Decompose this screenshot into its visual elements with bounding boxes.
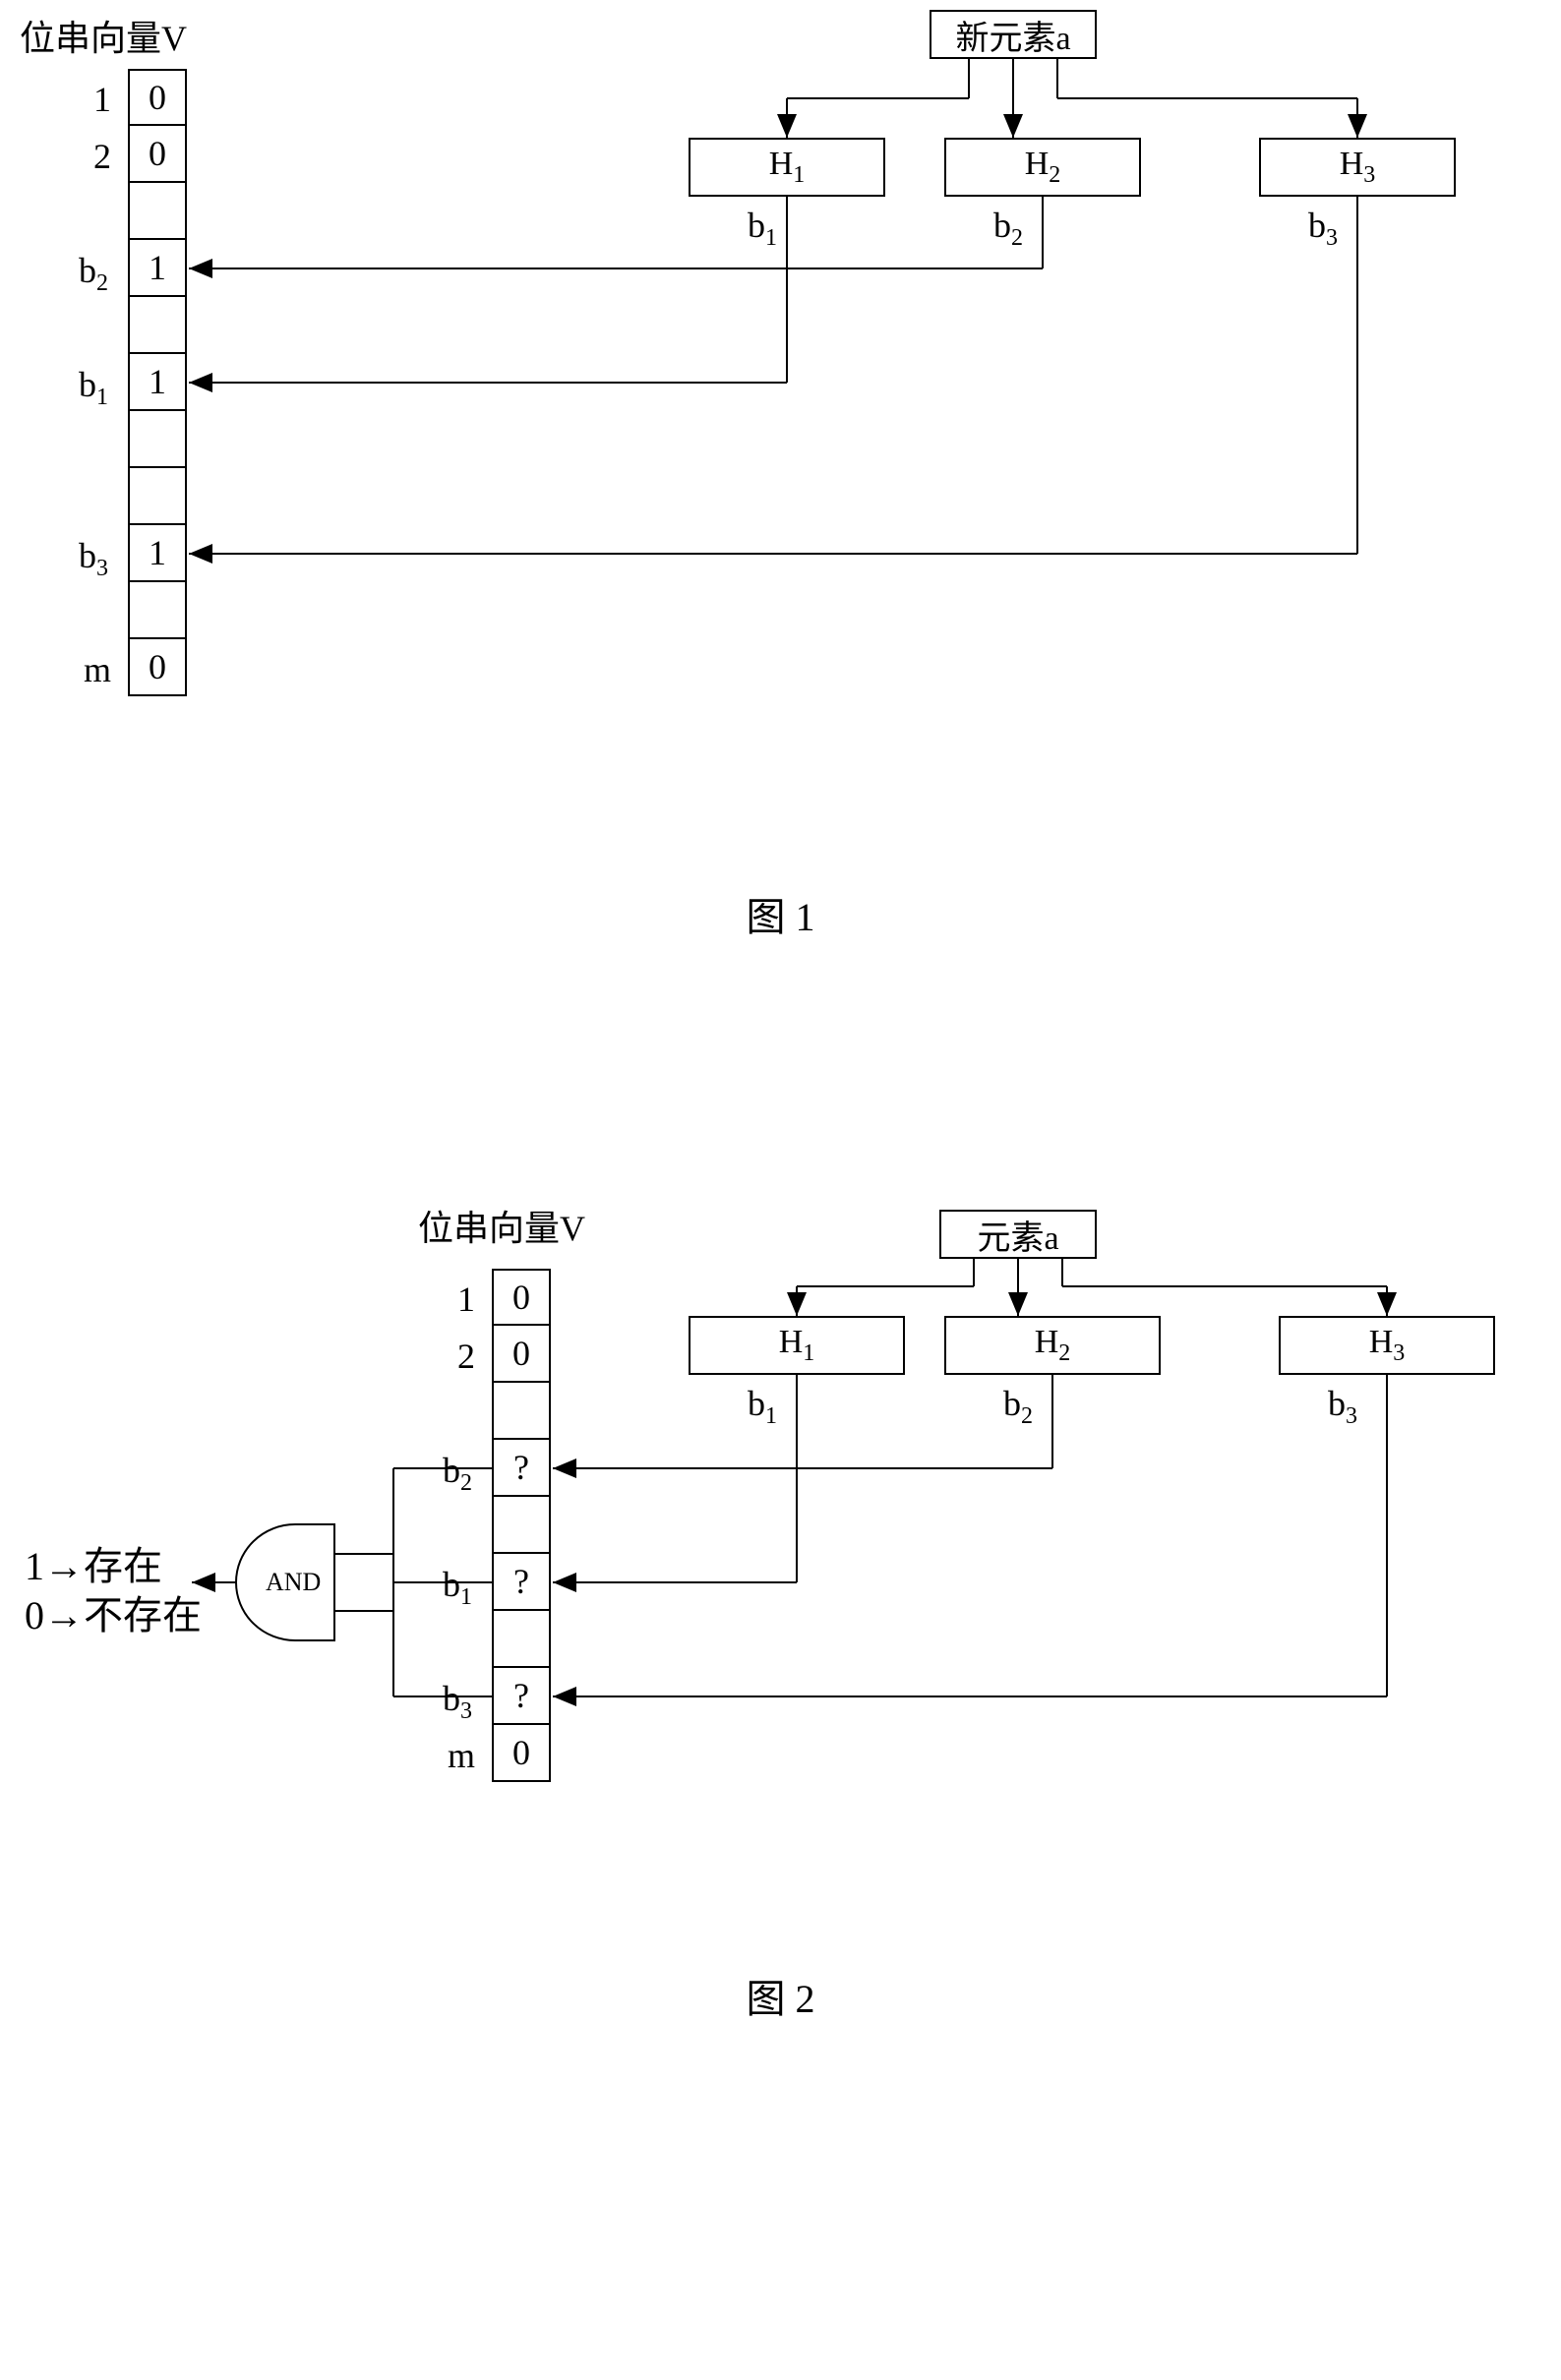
fig2-cell-0: 0 — [492, 1269, 551, 1326]
figure-1: 位串向量V 新元素a H1 H2 H3 b1 b2 b3 0 0 1 1 1 0… — [0, 0, 1561, 1062]
fig2-h1-label: H1 — [779, 1324, 815, 1367]
fig1-cell-8: 1 — [128, 525, 187, 582]
fig2-b3-out: b3 — [1328, 1383, 1357, 1430]
fig1-cell-1: 0 — [128, 126, 187, 183]
fig1-bit-vector: 0 0 1 1 1 0 — [128, 69, 187, 696]
fig2-rowlabel-b3: b3 — [443, 1678, 472, 1725]
fig1-h3-label: H3 — [1340, 146, 1376, 189]
fig2-caption: 图 2 — [0, 1967, 1561, 2024]
fig2-rowlabel-2: 2 — [457, 1336, 475, 1377]
fig2-cell-8: 0 — [492, 1725, 551, 1782]
fig2-h2-box: H2 — [944, 1316, 1161, 1375]
fig1-rowlabel-b1: b1 — [79, 364, 108, 411]
fig1-h1-box: H1 — [689, 138, 885, 197]
fig1-cell-5: 1 — [128, 354, 187, 411]
fig2-title: 位串向量V — [418, 1200, 585, 1251]
fig1-element-box: 新元素a — [930, 10, 1097, 59]
fig2-cell-2 — [492, 1383, 551, 1440]
fig1-rowlabel-m: m — [84, 649, 111, 690]
fig2-rowlabel-1: 1 — [457, 1279, 475, 1320]
fig1-cell-7 — [128, 468, 187, 525]
fig1-b3-out: b3 — [1308, 205, 1338, 252]
fig2-rowlabel-b1: b1 — [443, 1564, 472, 1611]
fig2-h2-label: H2 — [1035, 1324, 1071, 1367]
fig2-cell-3: ? — [492, 1440, 551, 1497]
fig1-cell-10: 0 — [128, 639, 187, 696]
fig1-cell-3: 1 — [128, 240, 187, 297]
fig1-cell-9 — [128, 582, 187, 639]
fig2-rowlabel-m: m — [448, 1735, 475, 1776]
fig2-h3-label: H3 — [1369, 1324, 1406, 1367]
fig1-rowlabel-b3: b3 — [79, 535, 108, 582]
fig1-b2-out: b2 — [993, 205, 1023, 252]
fig2-cell-1: 0 — [492, 1326, 551, 1383]
fig1-h2-label: H2 — [1025, 146, 1061, 189]
fig2-and-label: AND — [266, 1568, 321, 1597]
fig1-cell-2 — [128, 183, 187, 240]
fig1-rowlabel-2: 2 — [93, 136, 111, 177]
fig1-rowlabel-1: 1 — [93, 79, 111, 120]
fig2-element-label: 元素a — [977, 1211, 1058, 1259]
fig2-rowlabel-b2: b2 — [443, 1450, 472, 1497]
fig2-b2-out: b2 — [1003, 1383, 1033, 1430]
fig1-cell-4 — [128, 297, 187, 354]
fig1-h2-box: H2 — [944, 138, 1141, 197]
fig1-h1-label: H1 — [769, 146, 806, 189]
fig1-cell-6 — [128, 411, 187, 468]
fig1-rowlabel-b2: b2 — [79, 250, 108, 297]
fig1-caption: 图 1 — [0, 885, 1561, 942]
fig2-h1-box: H1 — [689, 1316, 905, 1375]
fig1-element-label: 新元素a — [955, 11, 1070, 59]
fig2-b1-out: b1 — [748, 1383, 777, 1430]
fig1-h3-box: H3 — [1259, 138, 1456, 197]
fig2-cell-5: ? — [492, 1554, 551, 1611]
fig1-b1-out: b1 — [748, 205, 777, 252]
fig1-title: 位串向量V — [20, 10, 187, 61]
figure-2: 位串向量V 元素a H1 H2 H3 b1 b2 b3 0 0 ? ? ? 0 … — [0, 1062, 1561, 2380]
fig2-cell-6 — [492, 1611, 551, 1668]
fig2-h3-box: H3 — [1279, 1316, 1495, 1375]
fig1-cell-0: 0 — [128, 69, 187, 126]
fig2-svg — [0, 1062, 1561, 2380]
fig2-cell-4 — [492, 1497, 551, 1554]
fig2-result-0: 0→不存在 — [25, 1583, 202, 1640]
fig2-cell-7: ? — [492, 1668, 551, 1725]
fig2-bit-vector: 0 0 ? ? ? 0 — [492, 1269, 551, 1782]
fig2-element-box: 元素a — [939, 1210, 1097, 1259]
